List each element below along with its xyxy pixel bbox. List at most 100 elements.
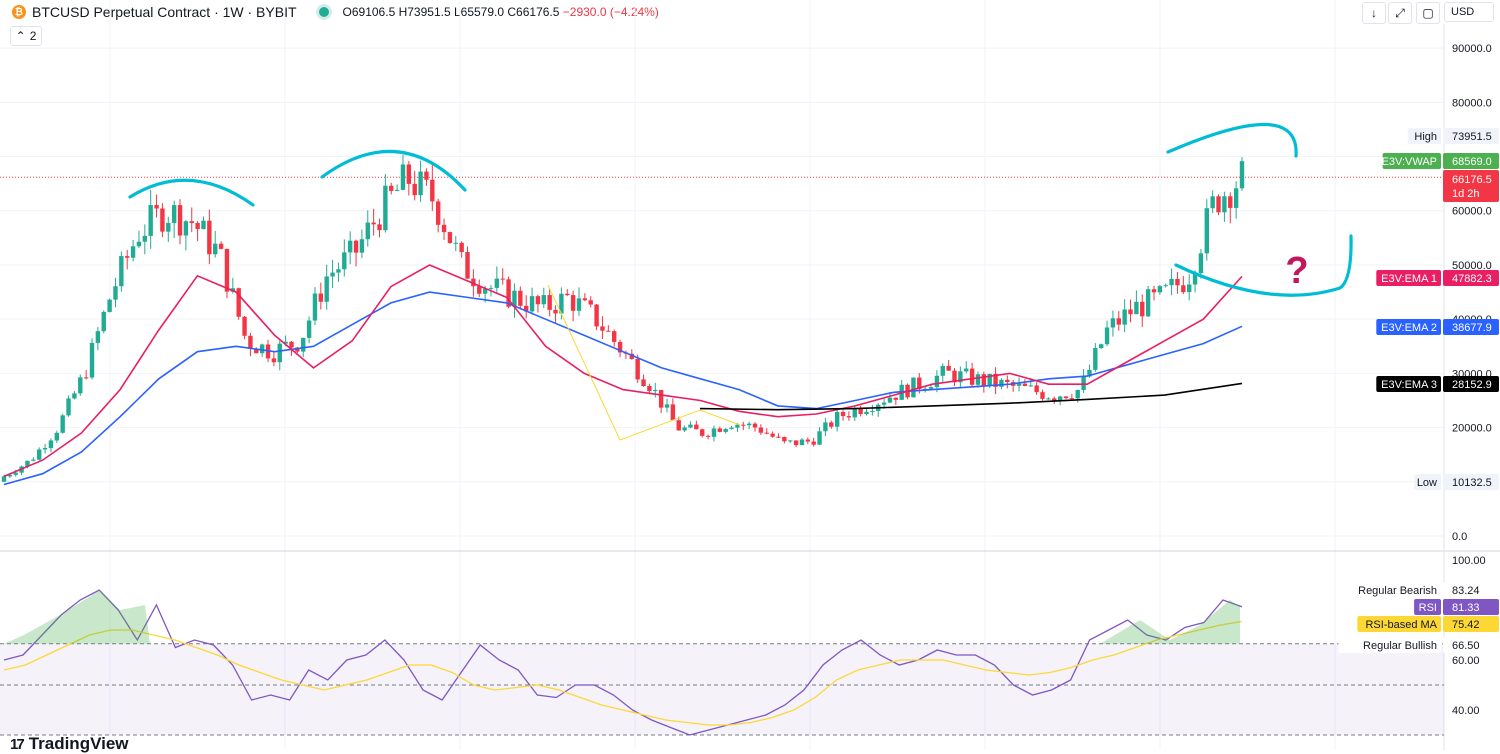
price-tick-label: 70000.0: [1452, 152, 1492, 164]
ema3-label-bg: [1376, 376, 1441, 392]
candle-body: [183, 221, 189, 236]
bearish-tag: Regular Bearish 83.24: [1338, 582, 1499, 598]
candle-body: [389, 185, 394, 191]
vwap-label: E3V:VWAP: [1382, 156, 1437, 168]
download-button[interactable]: ↓: [1362, 2, 1386, 24]
candle-body: [1239, 161, 1245, 189]
indicator-toggle-button[interactable]: ⌃ 2: [10, 26, 42, 46]
candle-body: [858, 408, 863, 415]
candle-body: [582, 298, 588, 301]
candle-body: [224, 248, 230, 292]
candle-body: [1052, 398, 1057, 401]
ema2-label-bg: [1376, 319, 1441, 335]
candle-body: [676, 420, 681, 431]
candle-body: [694, 424, 699, 430]
low-label-bg: [1414, 474, 1441, 490]
candle-body: [741, 424, 746, 426]
candle-body: [770, 433, 775, 437]
price-tick-label: 20000.0: [1452, 423, 1492, 435]
bullish-label: Regular Bullish: [1363, 640, 1437, 652]
candle-body: [987, 373, 992, 386]
candle-body: [535, 296, 541, 305]
candle-body: [565, 293, 570, 296]
candle-body: [130, 246, 136, 258]
rsi-tick-label: 40.00: [1452, 705, 1480, 717]
candle-body: [113, 286, 118, 300]
ohlc-readout: O69106.5 H73951.5 L65579.0 C66176.5 −293…: [343, 5, 659, 19]
candle-body: [19, 466, 24, 473]
currency-selector[interactable]: USD: [1444, 2, 1494, 22]
open-value: O69106.5: [342, 5, 396, 19]
snapshot-button[interactable]: ▢: [1416, 2, 1440, 24]
high-label: High: [1414, 131, 1437, 143]
fullscreen-button[interactable]: ⤢: [1388, 2, 1412, 24]
candle-body: [1022, 383, 1028, 386]
candle-body: [506, 279, 511, 307]
candle-body: [265, 344, 271, 359]
candle-body: [670, 404, 676, 421]
candle-body: [653, 389, 658, 392]
candle-body: [664, 404, 670, 408]
candle-body: [1128, 309, 1133, 315]
candle-body: [301, 337, 306, 352]
candle-body: [958, 371, 963, 383]
candle-body: [993, 373, 998, 387]
candle-body: [658, 389, 664, 408]
candle-body: [881, 402, 887, 405]
candle-body: [418, 171, 423, 196]
candle-body: [125, 256, 130, 258]
rsi-overbought-fill-left: [4, 590, 150, 644]
candle-body: [283, 341, 288, 344]
candle-body: [330, 272, 335, 277]
candle-body: [928, 387, 934, 389]
symbol-title[interactable]: BTCUSD Perpetual Contract · 1W · BYBIT: [32, 4, 297, 20]
candle-body: [494, 278, 500, 288]
candle-body: [623, 352, 629, 354]
candle-body: [700, 429, 705, 436]
candle-body: [312, 293, 318, 321]
last-price-bg: [1443, 170, 1499, 202]
low-value-bg: [1443, 474, 1499, 490]
rsi-ma-value-bg: [1443, 616, 1499, 632]
candle-body: [1046, 398, 1051, 400]
arc-top-3: [1166, 122, 1298, 158]
candle-body: [189, 221, 194, 223]
candle-body: [31, 459, 36, 461]
candle-body: [324, 276, 329, 302]
bitcoin-icon: ₿: [12, 5, 26, 19]
candle-body: [7, 474, 13, 477]
candle-body: [899, 384, 904, 400]
candle-body: [893, 397, 899, 400]
candle-body: [1063, 396, 1069, 399]
candle-body: [1034, 385, 1039, 393]
candle-body: [1228, 196, 1233, 208]
rsi-axis: 100.00 60.00 40.00 Regular Bearish 83.24 RSI 8…: [1338, 555, 1499, 717]
candle-body: [101, 311, 106, 332]
ema3-label: E3V:EMA 3: [1381, 379, 1437, 391]
candle-body: [723, 428, 728, 432]
candle-body: [969, 368, 975, 385]
candle-body: [453, 242, 458, 244]
candle-body: [629, 353, 635, 359]
candle-body: [1110, 318, 1116, 328]
candle-body: [1163, 285, 1168, 287]
rsi-band: [0, 643, 1444, 736]
candle-body: [846, 416, 852, 418]
candle-body: [424, 171, 429, 180]
rsi-value-bg: [1443, 599, 1499, 615]
candle-body: [1151, 289, 1157, 293]
vwap-value-bg: [1443, 153, 1499, 169]
rsi-label: RSI: [1419, 602, 1437, 614]
candle-body: [60, 415, 65, 433]
candle-body: [570, 295, 576, 311]
candle-body: [1222, 196, 1227, 213]
expand-icon: ⤢: [1395, 5, 1405, 20]
candle-body: [254, 348, 259, 354]
arc-bottom: [1174, 234, 1353, 297]
candle-body: [201, 220, 206, 230]
candle-body: [952, 370, 957, 383]
candle-body: [1069, 398, 1075, 400]
candle-body: [430, 179, 435, 202]
candle-body: [377, 224, 382, 231]
candle-body: [782, 437, 787, 442]
